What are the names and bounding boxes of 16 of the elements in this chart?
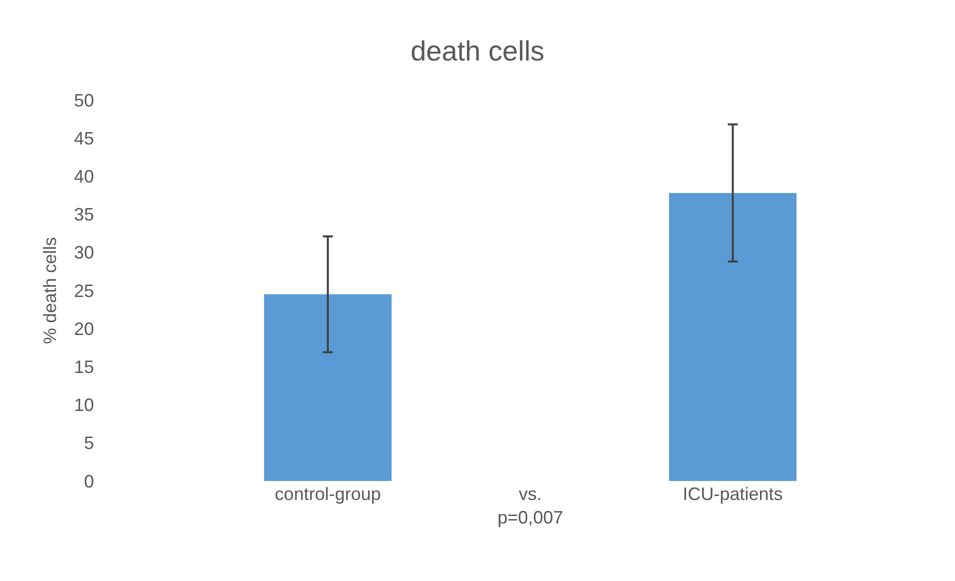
- chart-title: death cells: [410, 35, 544, 66]
- y-tick-label: 25: [74, 280, 94, 301]
- y-tick-label: 50: [74, 90, 94, 110]
- x-tick-label: ICU-patients: [682, 484, 783, 504]
- y-tick-label: 0: [84, 471, 94, 492]
- y-axis-title: % death cells: [40, 236, 60, 344]
- y-tick-label: 15: [74, 357, 94, 377]
- y-tick-label: 30: [74, 242, 94, 263]
- x-tick-label: vs. p=0,007: [498, 484, 564, 528]
- x-tick-label: control-group: [274, 484, 381, 504]
- y-tick-label: 20: [74, 318, 94, 339]
- y-tick-label: 45: [74, 128, 94, 148]
- y-tick-label: 5: [84, 433, 94, 454]
- y-tick-label: 40: [74, 166, 94, 186]
- y-tick-label: 10: [74, 395, 94, 416]
- y-tick-label: 35: [74, 204, 94, 225]
